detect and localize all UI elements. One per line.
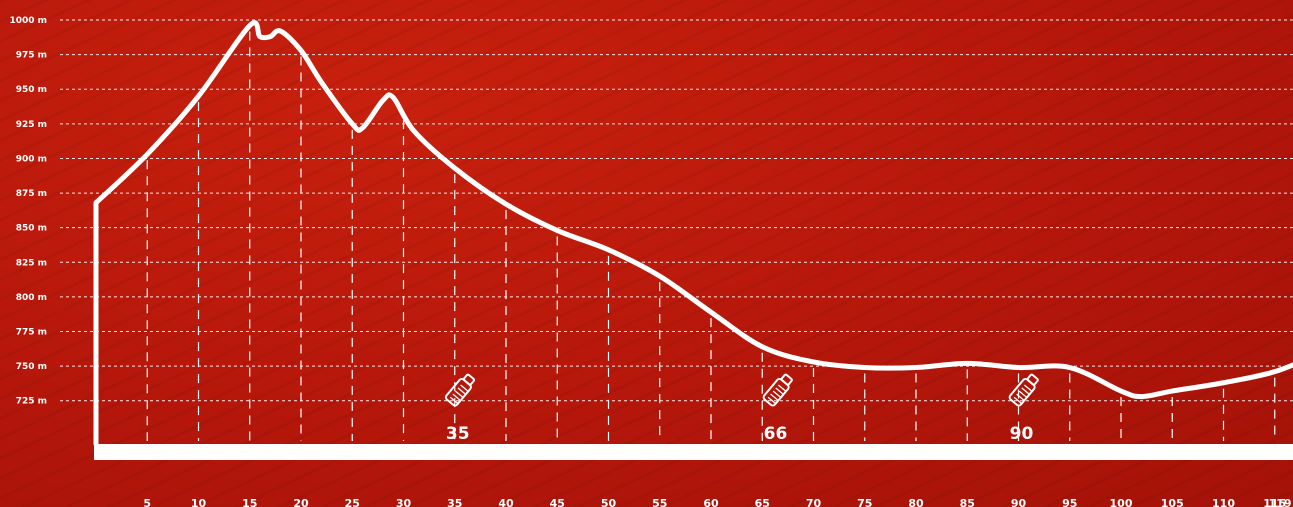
x-tick-label: 100 xyxy=(1110,497,1133,507)
aid-station-label: 35 xyxy=(446,424,470,444)
x-tick-label: 30 xyxy=(396,497,412,507)
x-tick-label: 75 xyxy=(857,497,872,507)
x-axis-dashed-markers xyxy=(146,31,1276,441)
bottle-graduation xyxy=(1013,396,1023,405)
aid-station-label: 90 xyxy=(1010,424,1034,444)
x-tick-label: 40 xyxy=(498,497,514,507)
bottle-graduation xyxy=(1016,393,1025,402)
y-tick-label: 750 m xyxy=(16,362,47,372)
water-bottle-icon xyxy=(444,373,476,407)
bottle-graduation xyxy=(452,393,461,402)
x-tick-label: 15 xyxy=(242,497,257,507)
x-tick-label: 25 xyxy=(345,497,360,507)
baseline-bar xyxy=(94,444,1293,460)
x-tick-label: 10 xyxy=(191,497,207,507)
bottle-graduation xyxy=(770,393,779,402)
x-tick-label: 60 xyxy=(703,497,719,507)
y-tick-label: 725 m xyxy=(16,397,47,407)
bottle-graduation xyxy=(460,384,469,392)
bottle-graduation xyxy=(1018,390,1028,398)
elevation-line xyxy=(93,20,1293,447)
y-tick-label: 900 m xyxy=(16,154,47,164)
bottle-graduation xyxy=(1021,387,1030,395)
y-tick-label: 875 m xyxy=(16,189,47,199)
x-tick-label: 119 xyxy=(1269,497,1292,507)
y-tick-label: 925 m xyxy=(16,120,47,130)
bottle-graduation xyxy=(772,390,782,398)
bottle-graduation xyxy=(775,387,784,395)
y-tick-label: 950 m xyxy=(16,85,47,95)
y-tick-label: 825 m xyxy=(16,258,47,268)
x-tick-label: 55 xyxy=(652,497,667,507)
gridlines xyxy=(60,19,1293,402)
x-tick-label: 50 xyxy=(601,497,617,507)
x-tick-label: 20 xyxy=(293,497,309,507)
y-tick-label: 800 m xyxy=(16,293,47,303)
bottle-graduation xyxy=(457,387,467,395)
x-tick-label: 110 xyxy=(1212,497,1235,507)
x-axis-tick-labels: 5 10 15 20 25 30 35 40 45 50 55 60 65 70 75 80 85 90 95 100… xyxy=(143,497,1291,507)
x-tick-label: 80 xyxy=(908,497,924,507)
x-tick-label: 65 xyxy=(755,497,770,507)
bottle-graduation xyxy=(449,396,459,405)
y-tick-label: 850 m xyxy=(16,224,47,234)
bottle-cap xyxy=(1026,373,1039,386)
y-tick-label: 1000 m xyxy=(9,16,47,26)
x-tick-label: 70 xyxy=(806,497,822,507)
x-tick-label: 115 xyxy=(1263,497,1286,507)
bottle-cap xyxy=(780,373,793,386)
bottle-graduation xyxy=(1023,384,1033,392)
x-tick-label: 105 xyxy=(1161,497,1184,507)
bottle-cap xyxy=(462,373,476,386)
bottle-graduation xyxy=(767,396,777,405)
water-bottle-icon xyxy=(762,373,793,407)
aid-stations: 35 66 90 xyxy=(444,373,1039,444)
y-axis-tick-labels: 725 m 750 m 775 m 800 m 825 m 850 m 875 m 900 m… xyxy=(9,16,47,407)
elevation-series xyxy=(93,20,1293,460)
y-tick-label: 975 m xyxy=(16,51,47,61)
x-tick-label: 90 xyxy=(1011,497,1027,507)
x-tick-label: 95 xyxy=(1062,497,1077,507)
bottle-graduation xyxy=(777,384,787,392)
bottle-graduation xyxy=(455,390,464,398)
x-tick-label: 35 xyxy=(447,497,462,507)
x-tick-label: 5 xyxy=(143,497,151,507)
water-bottle-icon xyxy=(1008,373,1039,407)
x-tick-label: 85 xyxy=(960,497,975,507)
y-tick-label: 775 m xyxy=(16,328,47,338)
x-tick-label: 45 xyxy=(550,497,565,507)
aid-station-label: 66 xyxy=(764,424,788,444)
